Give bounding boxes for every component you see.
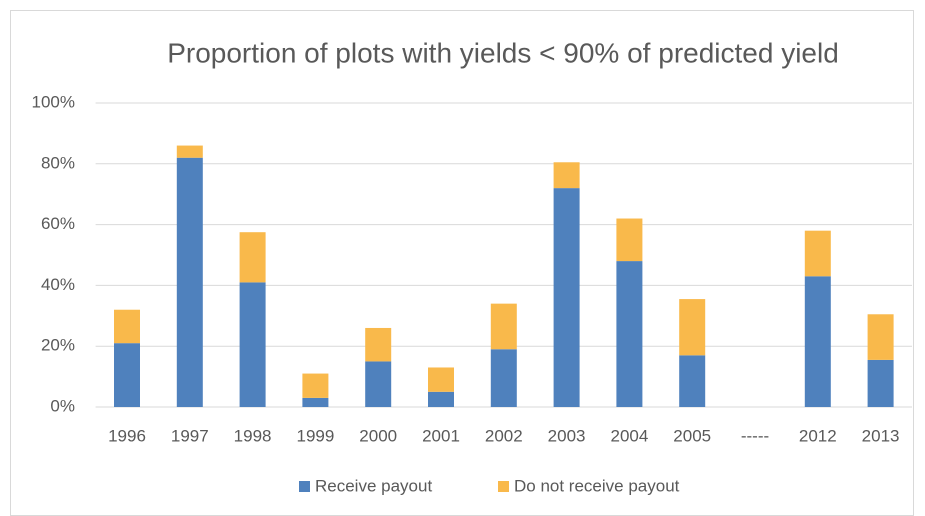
bar-segment bbox=[176, 157, 203, 407]
y-tick-label: 0% bbox=[50, 396, 75, 415]
x-tick-label: 2013 bbox=[862, 426, 900, 445]
bar-segment bbox=[428, 367, 454, 392]
bar-segment bbox=[239, 282, 266, 407]
bar-segment bbox=[302, 373, 329, 398]
bar-segment bbox=[365, 361, 392, 407]
chart-frame bbox=[10, 10, 914, 516]
y-tick-label: 100% bbox=[32, 92, 75, 111]
x-tick-label: 2003 bbox=[548, 426, 586, 445]
bar-segment bbox=[867, 359, 894, 407]
bar-segment bbox=[616, 218, 643, 262]
bar-segment bbox=[616, 261, 643, 407]
bar-segment bbox=[867, 314, 894, 360]
y-tick-label: 60% bbox=[41, 214, 75, 233]
bar-segment bbox=[176, 145, 203, 158]
bar-segment bbox=[239, 232, 266, 283]
bar-segment bbox=[490, 349, 517, 407]
bar-segment bbox=[302, 397, 329, 407]
x-tick-label: 1998 bbox=[234, 426, 272, 445]
x-tick-label: 2012 bbox=[799, 426, 837, 445]
chart-title: Proportion of plots with yields < 90% of… bbox=[167, 37, 839, 68]
bar-segment bbox=[365, 327, 392, 362]
y-tick-label: 40% bbox=[41, 275, 75, 294]
bar-segment bbox=[490, 303, 517, 350]
bar-segment bbox=[679, 299, 706, 356]
y-tick-label: 80% bbox=[41, 153, 75, 172]
x-tick-label: 2002 bbox=[485, 426, 523, 445]
legend-swatch bbox=[299, 481, 310, 492]
x-tick-label: 1996 bbox=[108, 426, 146, 445]
x-tick-label: 2000 bbox=[359, 426, 397, 445]
bar-segment bbox=[804, 276, 831, 407]
bar-segment bbox=[679, 355, 706, 407]
legend-label: Receive payout bbox=[315, 476, 432, 495]
x-tick-label: 1997 bbox=[171, 426, 209, 445]
bar-segment bbox=[804, 230, 831, 277]
y-tick-label: 20% bbox=[41, 336, 75, 355]
x-tick-label: 2004 bbox=[610, 426, 648, 445]
bar-segment bbox=[553, 162, 580, 189]
x-tick-label: 1999 bbox=[296, 426, 334, 445]
bar-segment bbox=[114, 309, 140, 344]
x-tick-label: 2001 bbox=[422, 426, 460, 445]
bar-segment bbox=[428, 391, 454, 407]
x-tick-label: ----- bbox=[741, 426, 769, 445]
bar-segment bbox=[553, 188, 580, 407]
legend-swatch bbox=[498, 481, 509, 492]
legend-label: Do not receive payout bbox=[514, 476, 680, 495]
bar-segment bbox=[114, 343, 140, 407]
x-tick-label: 2005 bbox=[673, 426, 711, 445]
